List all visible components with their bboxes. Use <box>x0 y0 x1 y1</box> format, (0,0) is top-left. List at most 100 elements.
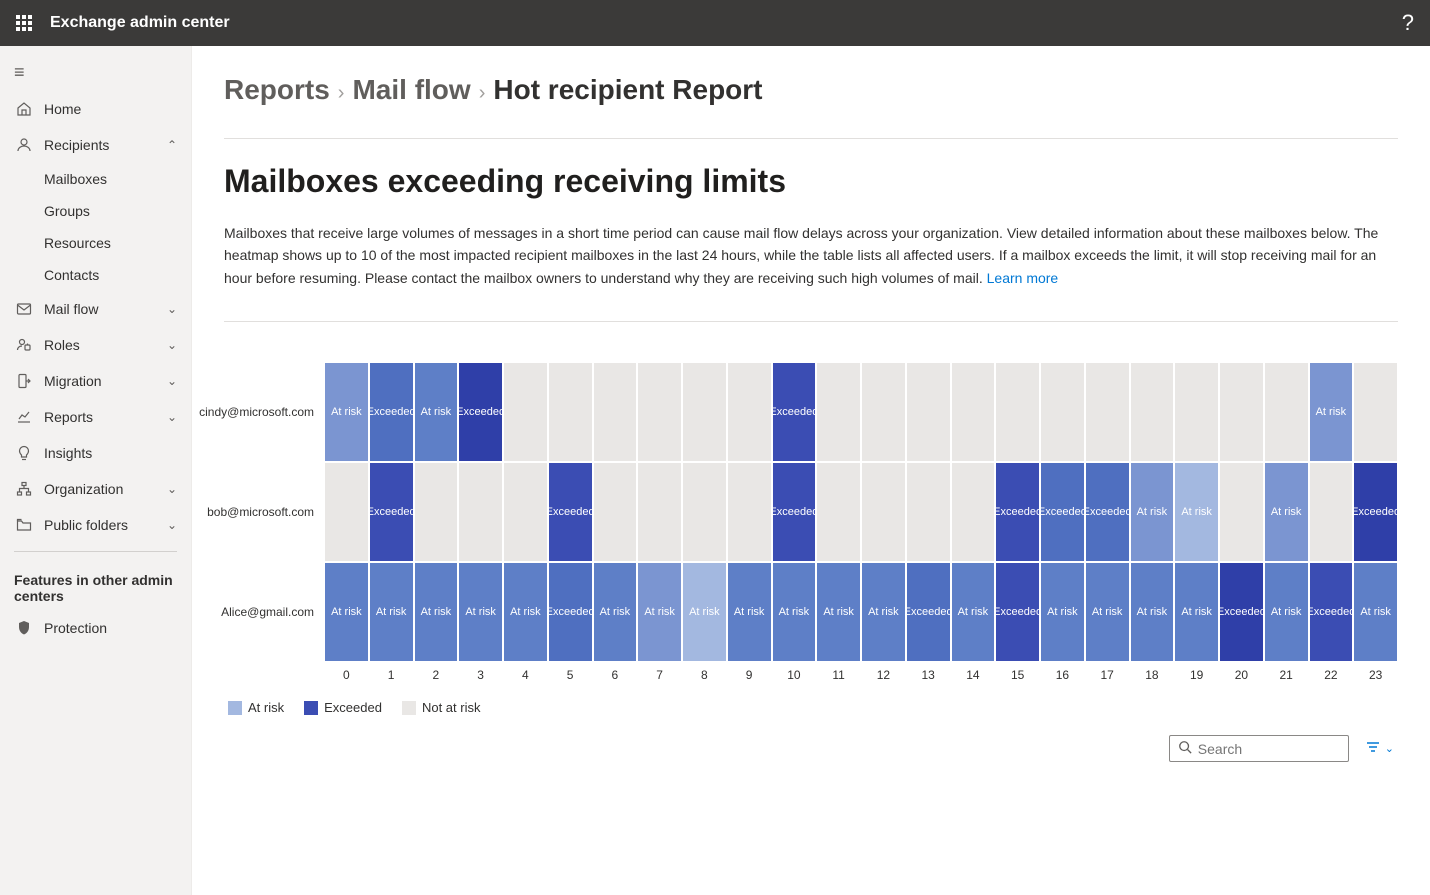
help-button[interactable]: ? <box>1402 10 1422 36</box>
heatmap-cell[interactable]: At risk <box>1353 562 1398 662</box>
heatmap-cell[interactable] <box>503 462 548 562</box>
heatmap-cell[interactable]: At risk <box>951 562 996 662</box>
nav-item-home[interactable]: Home <box>0 91 191 127</box>
breadcrumb-reports[interactable]: Reports <box>224 74 330 106</box>
heatmap-cell[interactable]: Exceeded <box>458 362 503 462</box>
heatmap-cell[interactable] <box>995 362 1040 462</box>
heatmap-cell[interactable]: At risk <box>727 562 772 662</box>
heatmap-cell[interactable]: Exceeded <box>548 562 593 662</box>
heatmap-cell[interactable] <box>324 462 369 562</box>
heatmap-cell[interactable]: At risk <box>1264 562 1309 662</box>
heatmap-cell[interactable]: Exceeded <box>1219 562 1264 662</box>
nav-item-protection[interactable]: Protection <box>0 610 191 646</box>
heatmap-cell[interactable]: At risk <box>1040 562 1085 662</box>
nav-item-mail-flow[interactable]: Mail flow⌄ <box>0 291 191 327</box>
heatmap-cell[interactable] <box>906 462 951 562</box>
heatmap-cell[interactable]: Exceeded <box>369 462 414 562</box>
heatmap-cell[interactable]: At risk <box>324 362 369 462</box>
heatmap-cell[interactable]: At risk <box>1130 562 1175 662</box>
heatmap-cell[interactable]: At risk <box>1174 562 1219 662</box>
heatmap-cell[interactable]: Exceeded <box>906 562 951 662</box>
heatmap-cell[interactable] <box>951 362 996 462</box>
heatmap-cell[interactable] <box>414 462 459 562</box>
heatmap-cell[interactable]: At risk <box>1264 462 1309 562</box>
heatmap-cell[interactable] <box>593 462 638 562</box>
nav-item-migration[interactable]: Migration⌄ <box>0 363 191 399</box>
heatmap-cell[interactable]: At risk <box>503 562 548 662</box>
heatmap-cell[interactable] <box>906 362 951 462</box>
heatmap-cell[interactable]: At risk <box>682 562 727 662</box>
nav-item-organization[interactable]: Organization⌄ <box>0 471 191 507</box>
breadcrumb-mailflow[interactable]: Mail flow <box>352 74 470 106</box>
heatmap-cell[interactable] <box>1353 362 1398 462</box>
nav-subitem-groups[interactable]: Groups <box>44 195 191 227</box>
heatmap-cell[interactable] <box>548 362 593 462</box>
heatmap-cell[interactable] <box>1085 362 1130 462</box>
nav-label: Protection <box>44 620 177 636</box>
heatmap-cell[interactable] <box>727 462 772 562</box>
heatmap-cell[interactable]: Exceeded <box>1309 562 1354 662</box>
nav-item-insights[interactable]: Insights <box>0 435 191 471</box>
heatmap-cell[interactable]: At risk <box>1085 562 1130 662</box>
nav-item-roles[interactable]: Roles⌄ <box>0 327 191 363</box>
heatmap-cell[interactable] <box>637 362 682 462</box>
nav-subitem-mailboxes[interactable]: Mailboxes <box>44 163 191 195</box>
heatmap-cell[interactable] <box>503 362 548 462</box>
heatmap-cell[interactable] <box>951 462 996 562</box>
legend-swatch <box>304 701 318 715</box>
collapse-nav-button[interactable]: ≡ <box>0 46 191 91</box>
heatmap-cell[interactable]: At risk <box>324 562 369 662</box>
heatmap-cell[interactable]: Exceeded <box>995 462 1040 562</box>
heatmap-cell[interactable]: At risk <box>414 562 459 662</box>
heatmap-cell[interactable] <box>458 462 503 562</box>
heatmap-cell[interactable]: At risk <box>637 562 682 662</box>
heatmap-cell[interactable] <box>682 462 727 562</box>
heatmap-cell[interactable]: Exceeded <box>1353 462 1398 562</box>
heatmap-cell[interactable] <box>816 462 861 562</box>
nav-subitem-resources[interactable]: Resources <box>44 227 191 259</box>
heatmap-cell[interactable]: At risk <box>861 562 906 662</box>
heatmap-cell[interactable] <box>1309 462 1354 562</box>
nav-item-public-folders[interactable]: Public folders⌄ <box>0 507 191 543</box>
heatmap-cell[interactable] <box>861 362 906 462</box>
heatmap-cell[interactable] <box>727 362 772 462</box>
heatmap-cell[interactable] <box>1219 462 1264 562</box>
heatmap-cell[interactable]: At risk <box>369 562 414 662</box>
heatmap-cell[interactable]: At risk <box>414 362 459 462</box>
heatmap-cell[interactable]: At risk <box>1309 362 1354 462</box>
heatmap-cell[interactable] <box>1040 362 1085 462</box>
heatmap-cell[interactable] <box>1174 362 1219 462</box>
nav-item-recipients[interactable]: Recipients⌃ <box>0 127 191 163</box>
heatmap-cell[interactable]: Exceeded <box>772 362 817 462</box>
heatmap-cell[interactable] <box>682 362 727 462</box>
heatmap-cell[interactable] <box>1130 362 1175 462</box>
heatmap-cell[interactable] <box>637 462 682 562</box>
heatmap-cell[interactable]: At risk <box>1130 462 1175 562</box>
app-launcher-button[interactable] <box>8 7 40 39</box>
heatmap-cell[interactable]: Exceeded <box>1040 462 1085 562</box>
heatmap-cell[interactable]: Exceeded <box>548 462 593 562</box>
heatmap-cell[interactable]: Exceeded <box>1085 462 1130 562</box>
heatmap-cell[interactable]: At risk <box>593 562 638 662</box>
heatmap-cell[interactable]: Exceeded <box>369 362 414 462</box>
heatmap-cell[interactable] <box>1219 362 1264 462</box>
heatmap-cell[interactable]: At risk <box>458 562 503 662</box>
learn-more-link[interactable]: Learn more <box>987 270 1059 286</box>
heatmap-cell[interactable] <box>816 362 861 462</box>
heatmap-cell[interactable]: Exceeded <box>995 562 1040 662</box>
heatmap-x-tick: 10 <box>772 662 817 682</box>
filter-button[interactable]: ⌄ <box>1361 735 1398 762</box>
nav-subitem-contacts[interactable]: Contacts <box>44 259 191 291</box>
heatmap-legend: At riskExceededNot at risk <box>224 700 1398 715</box>
heatmap-cell[interactable] <box>1264 362 1309 462</box>
heatmap-cell[interactable]: At risk <box>772 562 817 662</box>
heatmap-cell[interactable]: At risk <box>1174 462 1219 562</box>
heatmap-cell[interactable]: At risk <box>816 562 861 662</box>
heatmap-cell[interactable]: Exceeded <box>772 462 817 562</box>
heatmap-cell[interactable] <box>593 362 638 462</box>
nav-item-reports[interactable]: Reports⌄ <box>0 399 191 435</box>
heatmap-cell[interactable] <box>861 462 906 562</box>
search-input[interactable] <box>1198 741 1340 757</box>
heatmap-x-tick: 6 <box>593 662 638 682</box>
search-box[interactable] <box>1169 735 1349 762</box>
